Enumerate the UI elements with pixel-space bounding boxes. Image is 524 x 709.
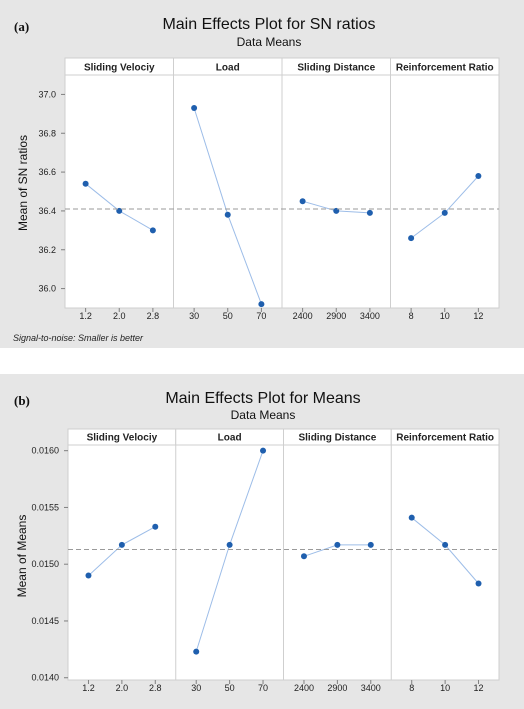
chart-b-facet-sliding-distance-x-tick-label: 2900 xyxy=(327,683,347,693)
chart-b-facet-load-point xyxy=(260,447,267,454)
chart-b-facet-sliding-distance-point xyxy=(334,541,341,548)
chart-a-facet-sliding-velociy-point xyxy=(82,180,89,187)
chart-a-facet-sliding-distance-strip-label: Sliding Distance xyxy=(297,63,375,74)
chart-b-facet-reinforcement-ratio-point xyxy=(408,514,415,521)
chart-a-facet-load-strip-label: Load xyxy=(216,63,240,74)
chart-b-plot: 0.0140 0.0145 0.0150 0.0155 0.0160 Sliding Ve… xyxy=(31,428,500,693)
chart-a-facet-load-point xyxy=(224,211,231,218)
chart-a-facet-reinforcement-ratio-point xyxy=(408,235,415,242)
chart-b-facet-reinforcement-ratio-point xyxy=(475,580,482,587)
chart-b-facet-sliding-distance-strip-label: Sliding Distance xyxy=(298,433,376,444)
chart-a-facet-load-x-tick-label: 30 xyxy=(189,311,199,321)
chart-b-facet-sliding-velociy-x-tick-label: 1.2 xyxy=(82,683,95,693)
chart-a-facet-reinforcement-ratio-x-tick-label: 10 xyxy=(440,311,450,321)
chart-b-subtitle: Data Means xyxy=(231,408,296,422)
chart-a-facet-reinforcement-ratio-strip-label: Reinforcement Ratio xyxy=(396,63,494,74)
chart-a-facet-sliding-velociy-point xyxy=(149,227,156,234)
chart-a-y-tick-label: 36.6 xyxy=(38,167,56,177)
chart-a-facet-reinforcement-ratio-strip xyxy=(390,57,500,76)
chart-b-y-tick-label: 0.0145 xyxy=(31,616,59,626)
chart-b-facet-sliding-distance-x-tick-label: 2400 xyxy=(294,683,314,693)
chart-a-facet-load-x-tick-label: 50 xyxy=(223,311,233,321)
chart-b-facet-sliding-velociy-point xyxy=(152,523,159,530)
chart-a-facet-reinforcement-ratio-x-tick-label: 8 xyxy=(409,311,414,321)
chart-a-facet-reinforcement-ratio-point xyxy=(441,209,448,216)
chart-a-facet-load-x-tick-label: 70 xyxy=(256,311,266,321)
chart-b-facet-sliding-distance-point xyxy=(367,541,374,548)
chart-b-facet-sliding-velociy-x-tick-label: 2.8 xyxy=(149,683,162,693)
chart-a-ylabel: Mean of SN ratios xyxy=(16,135,30,231)
chart-a-facet-sliding-distance-x-tick-label: 3400 xyxy=(360,311,380,321)
chart-b-y-tick-label: 0.0140 xyxy=(31,673,59,683)
chart-a-facet-load-point xyxy=(258,301,265,308)
chart-a-y-tick-label: 36.2 xyxy=(38,245,56,255)
chart-a-facet-sliding-velociy-x-tick-label: 2.8 xyxy=(147,311,160,321)
chart-a-facet-sliding-velociy-strip-label: Sliding Velociy xyxy=(84,63,155,74)
chart-a-y-tick-label: 37.0 xyxy=(38,89,56,99)
chart-b-facet-sliding-velociy-point xyxy=(85,572,92,579)
chart-b-facet-load-point xyxy=(193,648,200,655)
chart-a-facet-sliding-distance-point xyxy=(366,209,373,216)
panel-a-letter: (a) xyxy=(14,19,29,34)
chart-b-facet-reinforcement-ratio-strip-label: Reinforcement Ratio xyxy=(396,433,494,444)
chart-a-facet-reinforcement-ratio-x-tick-label: 12 xyxy=(473,311,483,321)
chart-a-title: Main Effects Plot for SN ratios xyxy=(162,16,375,33)
chart-b-facet-reinforcement-ratio-x-tick-label: 8 xyxy=(409,683,414,693)
chart-b-facet-sliding-velociy-point xyxy=(118,541,125,548)
chart-b-facet-load-x-tick-label: 50 xyxy=(225,683,235,693)
chart-a-facet-load-point xyxy=(191,105,198,112)
chart-b-facet-reinforcement-ratio-x-tick-label: 10 xyxy=(440,683,450,693)
chart-a-y-tick-label: 36.8 xyxy=(38,128,56,138)
chart-b-facet-sliding-velociy-strip-label: Sliding Velociy xyxy=(87,433,158,444)
chart-a-y-tick-label: 36.0 xyxy=(38,284,56,294)
chart-a-facet-sliding-velociy-x-tick-label: 2.0 xyxy=(113,311,126,321)
chart-a-facet-sliding-distance-x-tick-label: 2900 xyxy=(326,311,346,321)
chart-b-facet-load-x-tick-label: 70 xyxy=(258,683,268,693)
chart-b-ylabel: Mean of Means xyxy=(15,515,29,598)
chart-a-facet-reinforcement-ratio-point xyxy=(475,172,482,179)
chart-b-facet-load-x-tick-label: 30 xyxy=(191,683,201,693)
chart-b-y-tick-label: 0.0155 xyxy=(31,502,59,512)
chart-b-facet-sliding-distance-point xyxy=(300,553,307,560)
chart-b-facet-load-point xyxy=(226,541,233,548)
chart-b-facet-reinforcement-ratio-point xyxy=(442,541,449,548)
chart-b-facet-load-strip-label: Load xyxy=(218,433,242,444)
chart-b-facet-reinforcement-ratio-strip xyxy=(390,428,500,446)
chart-b-y-tick-label: 0.0150 xyxy=(31,559,59,569)
chart-b-y-tick-label: 0.0160 xyxy=(31,446,59,456)
chart-b-facet-sliding-distance-x-tick-label: 3400 xyxy=(361,683,381,693)
chart-a-subtitle: Data Means xyxy=(237,35,302,49)
panel-b-letter: (b) xyxy=(14,393,30,408)
chart-a-facet-sliding-distance-point xyxy=(299,198,306,205)
chart-a-facet-sliding-velociy-x-tick-label: 1.2 xyxy=(79,311,92,321)
chart-a-y-tick-label: 36.4 xyxy=(38,206,56,216)
panel-a: (a) Main Effects Plot for SN ratios Data… xyxy=(0,0,524,348)
chart-a-footnote: Signal-to-noise: Smaller is better xyxy=(13,333,144,343)
panel-b: (b) Main Effects Plot for Means Data Mea… xyxy=(0,374,524,709)
chart-b-title: Main Effects Plot for Means xyxy=(165,390,360,407)
chart-a-facet-sliding-distance-x-tick-label: 2400 xyxy=(293,311,313,321)
chart-b-facet-reinforcement-ratio-x-tick-label: 12 xyxy=(474,683,484,693)
chart-a-plot: 36.0 36.2 36.4 36.6 36.8 37.0 Sliding Velociy 1… xyxy=(38,57,500,321)
chart-b-facet-sliding-velociy-x-tick-label: 2.0 xyxy=(116,683,129,693)
